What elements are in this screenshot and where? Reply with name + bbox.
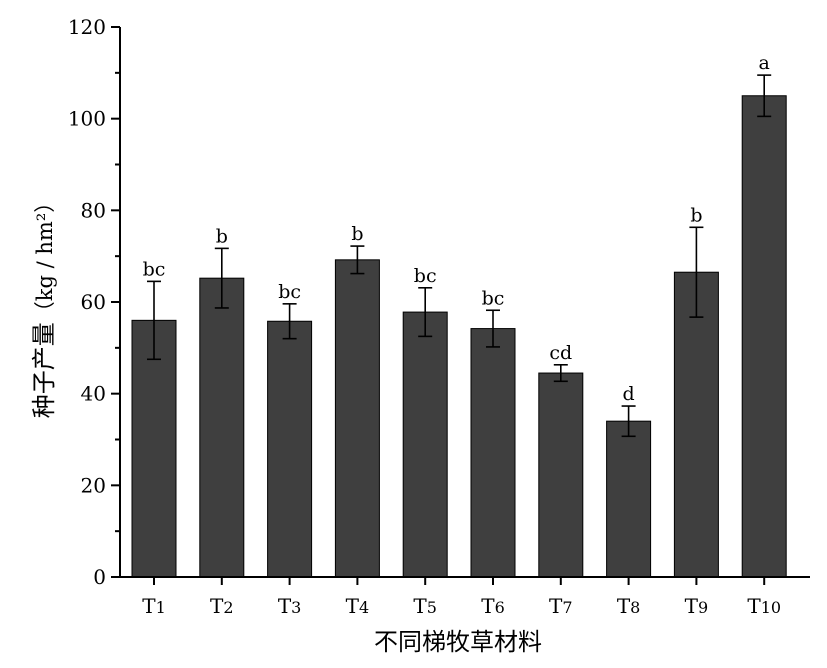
y-tick-label: 40 [81, 382, 106, 406]
significance-label-T6: bc [482, 287, 505, 309]
significance-label-T4: b [351, 223, 363, 245]
significance-labels-group: bc b bc b bc bc cd d b a [143, 52, 770, 405]
significance-label-T10: a [759, 52, 770, 74]
x-tick-label-T4: T4 [346, 594, 370, 618]
bar-T4 [334, 259, 380, 578]
significance-label-T1: bc [143, 258, 166, 280]
x-tick-label-T9: T9 [685, 594, 709, 618]
y-tick-label: 100 [68, 107, 106, 131]
bar-T8 [606, 420, 652, 578]
bar-T7 [538, 372, 584, 578]
significance-label-T2: b [216, 225, 228, 247]
bar-T3 [267, 320, 313, 578]
significance-label-T5: bc [414, 265, 437, 287]
y-axis-title-main: 种子产量 [30, 322, 58, 418]
bars-group [131, 95, 787, 578]
significance-label-T7: cd [549, 342, 572, 364]
x-tick-label-T3: T3 [278, 594, 302, 618]
significance-label-T3: bc [278, 281, 301, 303]
x-tick-label-T2: T2 [210, 594, 234, 618]
error-bars-group [147, 74, 772, 438]
y-tick-label: 60 [81, 290, 106, 314]
significance-label-T8: d [623, 383, 635, 405]
bar-T2 [199, 277, 245, 578]
x-axis: T1 T2 T3 T4 T5 T6 T7 T8 T9 T10 [120, 576, 810, 618]
bar-T1 [131, 319, 177, 578]
x-tick-label-T8: T8 [617, 594, 641, 618]
bar-T6 [470, 328, 516, 578]
bar-T10 [741, 95, 787, 578]
x-tick-label-T5: T5 [413, 594, 437, 618]
y-tick-label: 0 [93, 565, 106, 589]
y-axis: 0 20 40 60 80 100 120 [68, 15, 121, 589]
x-tick-label-T7: T7 [549, 594, 573, 618]
x-tick-label-T1: T1 [142, 594, 166, 618]
y-tick-label: 80 [81, 198, 106, 222]
bar-T9 [673, 271, 719, 578]
significance-label-T9: b [690, 204, 702, 226]
x-tick-label-T10: T10 [747, 594, 781, 618]
y-axis-title: 种子产量（kg / hm²） [30, 192, 58, 418]
y-tick-label: 120 [68, 15, 106, 39]
y-tick-label: 20 [81, 473, 106, 497]
x-tick-label-T6: T6 [481, 594, 505, 618]
bar-T5 [402, 311, 448, 578]
x-axis-title: 不同梯牧草材料 [374, 628, 542, 656]
y-axis-title-unit: （kg / hm²） [33, 192, 57, 322]
